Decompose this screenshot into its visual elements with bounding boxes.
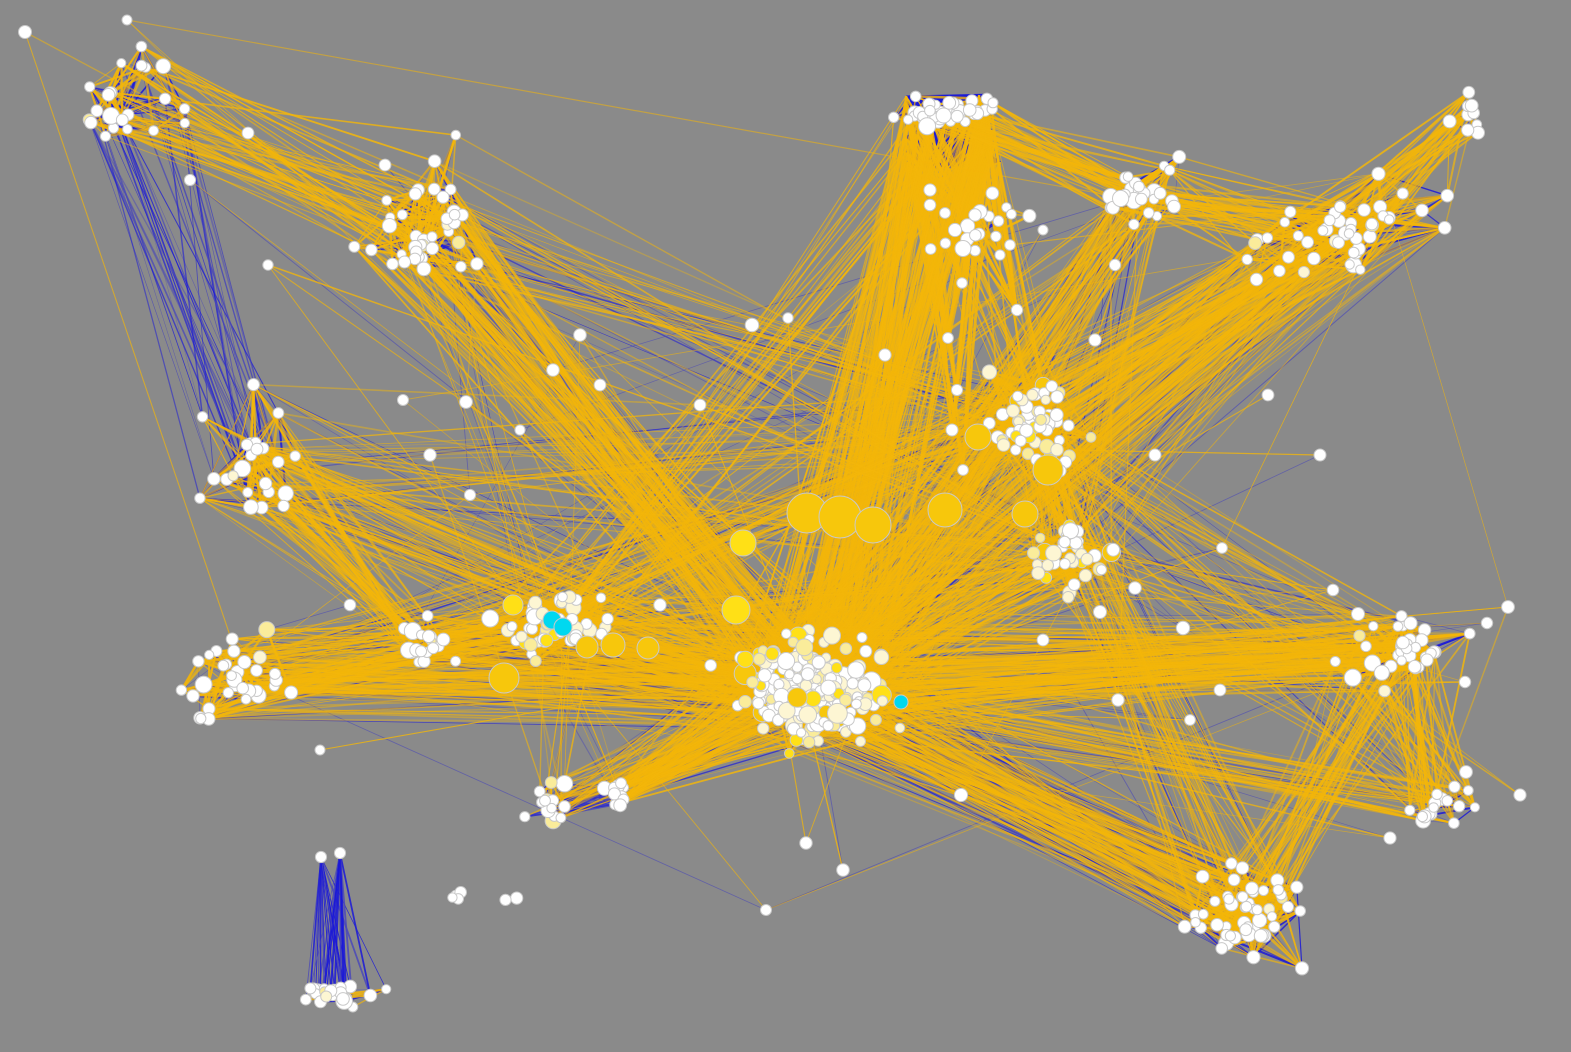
- graph-edge: [339, 852, 344, 999]
- graph-edge: [96, 110, 201, 499]
- graph-edge: [758, 702, 1202, 929]
- graph-edge: [105, 136, 215, 479]
- graph-edge: [1053, 227, 1446, 564]
- graph-edge: [199, 497, 252, 509]
- graph-edge: [552, 192, 1145, 371]
- graph-edge: [90, 122, 253, 452]
- graph-edge: [223, 665, 767, 911]
- graph-edge: [320, 856, 387, 990]
- graph-edge: [127, 98, 166, 116]
- graph-edge: [108, 94, 263, 508]
- graph-edge: [109, 92, 244, 469]
- graph-edge: [109, 46, 143, 94]
- graph-edge: [329, 852, 341, 991]
- graph-edge: [232, 384, 255, 476]
- graph-edge: [339, 852, 372, 996]
- graph-edge: [433, 188, 1067, 537]
- graph-edge: [108, 94, 252, 445]
- graph-edge: [90, 122, 270, 493]
- graph-edge: [315, 856, 322, 994]
- graph-edge: [184, 108, 252, 508]
- graph-edge: [105, 136, 203, 417]
- graph-edge: [320, 856, 344, 999]
- graph-edge: [122, 119, 286, 494]
- graph-edge: [88, 119, 215, 479]
- graph-edge: [183, 122, 280, 463]
- graph-edge: [201, 416, 234, 477]
- graph-edge: [1359, 194, 1448, 271]
- graph-edge: [320, 856, 327, 997]
- graph-edge: [111, 92, 251, 445]
- graph-edge: [113, 127, 287, 494]
- graph-edge: [140, 46, 186, 124]
- graph-edge: [319, 856, 322, 1002]
- graph-edge: [325, 852, 341, 997]
- graph-edge: [107, 94, 249, 493]
- graph-edge: [309, 856, 322, 989]
- graph-edge: [120, 63, 124, 120]
- graph-edge: [88, 119, 263, 508]
- graph-edge: [184, 123, 258, 450]
- graph-edge: [152, 107, 186, 132]
- graph-edge: [89, 86, 203, 417]
- graph-edge: [89, 86, 252, 452]
- graph-edge: [1296, 887, 1303, 969]
- graph-edge: [88, 119, 279, 463]
- graph-edge: [453, 211, 1184, 629]
- graph-edge: [252, 384, 287, 494]
